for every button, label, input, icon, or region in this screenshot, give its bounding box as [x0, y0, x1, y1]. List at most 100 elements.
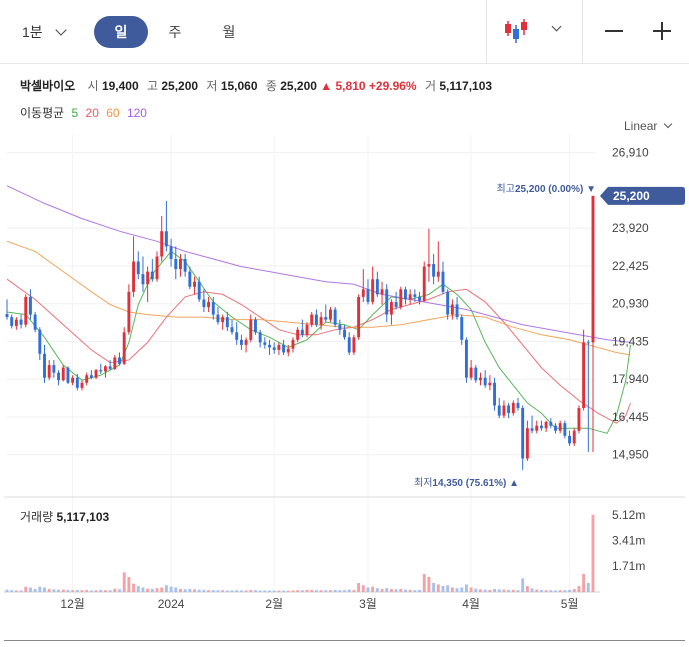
candle-body	[127, 291, 131, 333]
candle-body	[554, 425, 557, 431]
volume-bar	[530, 588, 534, 592]
volume-bar	[272, 590, 276, 592]
current-price-badge	[600, 186, 685, 205]
volume-bar	[155, 588, 159, 592]
volume-bar	[239, 590, 243, 592]
volume-bar	[380, 588, 384, 592]
candle-body	[577, 408, 581, 431]
close-label: 종	[265, 79, 277, 93]
volume-bar	[389, 588, 393, 592]
close-value: 25,200	[280, 79, 317, 93]
tab-monthly[interactable]: 월	[222, 24, 236, 40]
candle-body	[122, 332, 126, 364]
price-tick-label: 20,930	[612, 297, 649, 311]
current-price-label: 25,200	[613, 189, 650, 203]
candle-body	[268, 344, 271, 348]
candle-body	[272, 347, 276, 350]
candle-body	[347, 337, 351, 353]
candle-body	[446, 291, 450, 315]
scale-mode-dropdown[interactable]: Linear	[624, 119, 673, 133]
candle-body	[502, 405, 506, 416]
moving-average-lines	[6, 185, 631, 434]
candle-body	[464, 339, 468, 378]
candle-body	[310, 314, 314, 325]
candle-body	[539, 425, 543, 429]
candle-body	[85, 375, 89, 383]
time-tick-label: 3월	[359, 597, 377, 611]
volume-bar	[179, 588, 182, 592]
zoom-in-button[interactable]	[649, 18, 675, 44]
volume-bar	[427, 576, 431, 592]
volume-bar	[591, 514, 595, 592]
candle-body	[286, 348, 290, 353]
time-tick-label: 4월	[462, 597, 480, 611]
volume-bar	[497, 589, 501, 592]
price-tick-label: 26,910	[612, 146, 649, 160]
volume-bar	[146, 588, 150, 592]
candle-body	[497, 405, 501, 416]
candle-body	[450, 304, 454, 315]
volume-bar	[535, 589, 539, 592]
volume-bar	[207, 590, 211, 592]
candle-body	[319, 317, 323, 325]
price-tick-label: 23,920	[612, 221, 649, 235]
volume-bar	[202, 589, 206, 592]
volume-bar	[132, 583, 136, 592]
volume-bar	[61, 589, 65, 592]
volume-bar	[80, 590, 84, 592]
candle-body	[103, 366, 107, 372]
candle-body	[375, 279, 379, 295]
tab-weekly[interactable]: 주	[168, 24, 182, 40]
candle-body	[441, 271, 445, 292]
interval-dropdown[interactable]: 1분	[22, 17, 67, 47]
volume-bar	[254, 590, 257, 592]
candle-body	[43, 353, 46, 378]
tab-daily[interactable]: 일	[94, 16, 148, 48]
candle-body	[10, 317, 14, 326]
candle-body	[296, 329, 300, 340]
volume-bar	[164, 585, 168, 592]
price-tick-label: 22,425	[612, 259, 649, 273]
volume-bar	[343, 590, 346, 592]
candle-body	[47, 365, 51, 378]
stock-name: 박셀바이오	[20, 79, 76, 93]
candle-body	[282, 344, 286, 353]
time-tick-label: 5월	[561, 597, 579, 611]
candle-body	[525, 428, 529, 459]
volume-bar	[436, 584, 440, 592]
candle-body	[314, 314, 318, 325]
moving-average-legend[interactable]: 이동평균 5 20 60 120	[20, 104, 151, 121]
candle-body	[399, 289, 403, 307]
zoom-out-button[interactable]	[601, 18, 627, 44]
volume-bar	[361, 585, 365, 592]
volume-bar	[103, 590, 107, 592]
candle-body	[572, 430, 576, 444]
candle-body	[338, 324, 342, 330]
candle-body	[99, 370, 103, 372]
volume-bar	[455, 588, 459, 592]
minus-icon	[605, 30, 623, 32]
volume-bar	[118, 589, 121, 592]
volume-bar	[141, 587, 145, 592]
candlestick-icon	[505, 19, 527, 43]
volume-bar	[554, 590, 557, 592]
candle-body	[169, 246, 173, 260]
volume-bar	[10, 590, 14, 592]
chart-type-dropdown[interactable]	[500, 16, 570, 48]
volume-bar	[586, 582, 590, 592]
volume-bars	[5, 514, 595, 592]
ma60-label: 60	[106, 106, 120, 120]
candle-body	[389, 301, 393, 315]
candle-body	[530, 428, 534, 431]
volume-bar	[225, 590, 229, 592]
volume-bar	[258, 590, 262, 592]
candle-body	[291, 339, 295, 349]
volume-bar	[502, 589, 506, 592]
volume-bar	[286, 590, 290, 592]
candle-body	[329, 309, 332, 320]
candle-body	[113, 357, 117, 369]
candle-body	[164, 231, 168, 247]
volume-bar	[319, 590, 323, 592]
volume-bar	[169, 586, 173, 592]
